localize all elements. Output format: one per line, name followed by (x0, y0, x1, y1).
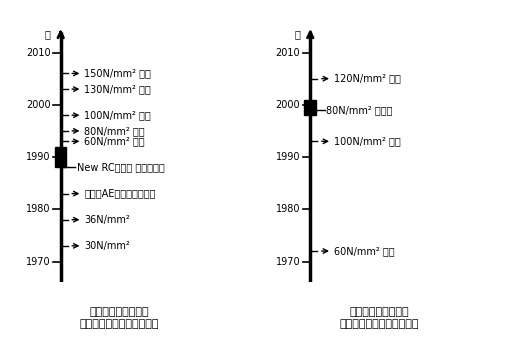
Text: 30N/mm²: 30N/mm² (84, 241, 130, 251)
Text: 1990: 1990 (276, 152, 300, 162)
Bar (305, 100, 316, 115)
Text: 2010: 2010 (26, 48, 50, 58)
Text: 1970: 1970 (276, 257, 300, 267)
Text: 120N/mm² 適用: 120N/mm² 適用 (334, 74, 401, 84)
Text: New RC総プロ ５ヵ年計画: New RC総プロ ５ヵ年計画 (76, 162, 164, 173)
Text: 60N/mm² 増加: 60N/mm² 増加 (84, 136, 145, 146)
Text: 2010: 2010 (276, 48, 300, 58)
Text: 橋梁上部工における
高強度コンクリートの変遷: 橋梁上部工における 高強度コンクリートの変遷 (340, 307, 419, 329)
Text: 80N/mm² 実用化: 80N/mm² 実用化 (326, 105, 393, 115)
Text: 80N/mm² 増加: 80N/mm² 増加 (84, 126, 145, 136)
Text: 100N/mm² 増加: 100N/mm² 増加 (84, 110, 151, 120)
Text: 高性能AE減水剤使用開始: 高性能AE減水剤使用開始 (84, 189, 156, 199)
Text: 年: 年 (45, 29, 50, 39)
Bar (55, 146, 67, 167)
Text: 100N/mm² 適用: 100N/mm² 適用 (334, 136, 401, 146)
Text: 60N/mm² 適用: 60N/mm² 適用 (334, 246, 395, 256)
Text: 1990: 1990 (26, 152, 50, 162)
Text: 1970: 1970 (26, 257, 50, 267)
Text: 36N/mm²: 36N/mm² (84, 215, 130, 225)
Text: 2000: 2000 (276, 100, 300, 110)
Text: 2000: 2000 (26, 100, 50, 110)
Text: 1980: 1980 (276, 204, 300, 214)
Text: 年: 年 (294, 29, 300, 39)
Text: 高層建築物における
高強度コンクリートの変遷: 高層建築物における 高強度コンクリートの変遷 (80, 307, 159, 329)
Text: 1980: 1980 (26, 204, 50, 214)
Text: 130N/mm² 実用: 130N/mm² 実用 (84, 84, 151, 94)
Text: 150N/mm² 実用: 150N/mm² 実用 (84, 68, 151, 78)
